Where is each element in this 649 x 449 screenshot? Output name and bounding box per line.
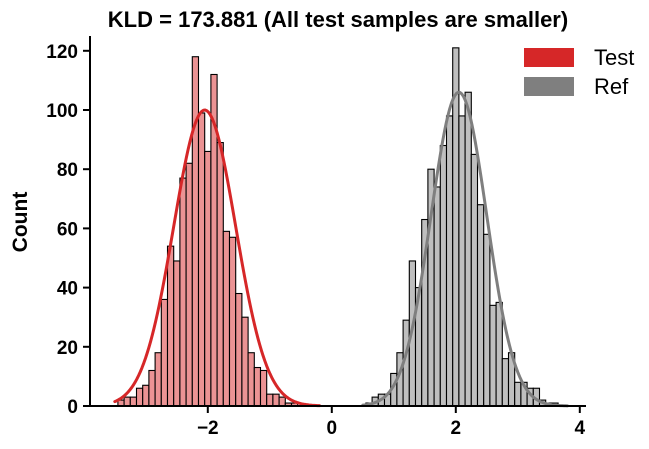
test-bar-22 bbox=[253, 366, 262, 407]
ref-bar-12 bbox=[439, 144, 448, 407]
test-bar-23 bbox=[259, 369, 268, 407]
test-bar-14 bbox=[204, 150, 212, 407]
test-bar-4 bbox=[142, 384, 150, 407]
y-tick-label: 0 bbox=[67, 397, 78, 418]
ref-kde-line bbox=[361, 90, 569, 408]
test-bar-10 bbox=[179, 177, 187, 407]
y-tick-label: 120 bbox=[46, 42, 78, 63]
ref-bar-22 bbox=[501, 358, 510, 407]
test-bar-20 bbox=[241, 316, 249, 407]
ref-bar-15 bbox=[458, 115, 466, 407]
ref-bar-24 bbox=[514, 381, 522, 407]
test-bar-18 bbox=[228, 236, 237, 407]
chart-title: KLD = 173.881 (All test samples are smal… bbox=[108, 7, 568, 32]
ref-bar-18 bbox=[476, 204, 485, 407]
test-legend-swatch bbox=[524, 48, 574, 67]
test-bar-26 bbox=[278, 396, 286, 407]
test-bar-13 bbox=[197, 112, 206, 407]
y-tick-label: 60 bbox=[57, 219, 78, 240]
x-tick-label: −2 bbox=[197, 418, 219, 439]
x-tick-label: 2 bbox=[451, 418, 462, 439]
test-bar-25 bbox=[272, 393, 280, 407]
test-bar-2 bbox=[129, 396, 138, 407]
test-bar-6 bbox=[154, 352, 162, 407]
test-bar-21 bbox=[247, 352, 255, 407]
test-bar-3 bbox=[135, 387, 144, 407]
x-tick-label: 0 bbox=[327, 418, 338, 439]
test-bar-1 bbox=[123, 396, 131, 407]
test-bar-16 bbox=[216, 142, 224, 407]
ref-bar-17 bbox=[470, 153, 479, 407]
test-bar-24 bbox=[266, 393, 274, 407]
test-bar-7 bbox=[160, 298, 169, 407]
y-tick-label: 100 bbox=[46, 101, 78, 122]
y-tick-label: 80 bbox=[57, 160, 78, 181]
test-bar-5 bbox=[148, 369, 156, 407]
ref-legend-swatch bbox=[524, 77, 574, 96]
y-tick-label: 20 bbox=[57, 338, 78, 359]
ref-bar-20 bbox=[489, 304, 497, 407]
bars-layer bbox=[117, 47, 559, 407]
test-bar-8 bbox=[166, 245, 175, 407]
test-bar-19 bbox=[235, 292, 243, 407]
ref-bar-21 bbox=[495, 301, 503, 407]
test-bar-11 bbox=[185, 162, 193, 407]
ref-bar-13 bbox=[445, 115, 454, 407]
test-legend-label: Test bbox=[594, 45, 634, 70]
ref-legend-label: Ref bbox=[594, 74, 629, 99]
kde-layer bbox=[113, 90, 569, 408]
ref-bar-19 bbox=[483, 233, 491, 407]
test-bar-12 bbox=[191, 56, 200, 407]
ref-bar-11 bbox=[433, 186, 441, 407]
ref-bar-16 bbox=[464, 91, 472, 407]
axes-layer: 0 20 40 60 80 100 120 −2 0 2 4 bbox=[46, 36, 586, 439]
legend: Test Ref bbox=[524, 45, 634, 99]
test-bar-17 bbox=[222, 230, 231, 407]
y-tick-label: 40 bbox=[57, 279, 78, 300]
test-bar-9 bbox=[173, 260, 181, 407]
x-tick-label: 4 bbox=[575, 418, 586, 439]
y-axis-label: Count bbox=[9, 192, 32, 253]
test-kde-line bbox=[113, 108, 321, 408]
